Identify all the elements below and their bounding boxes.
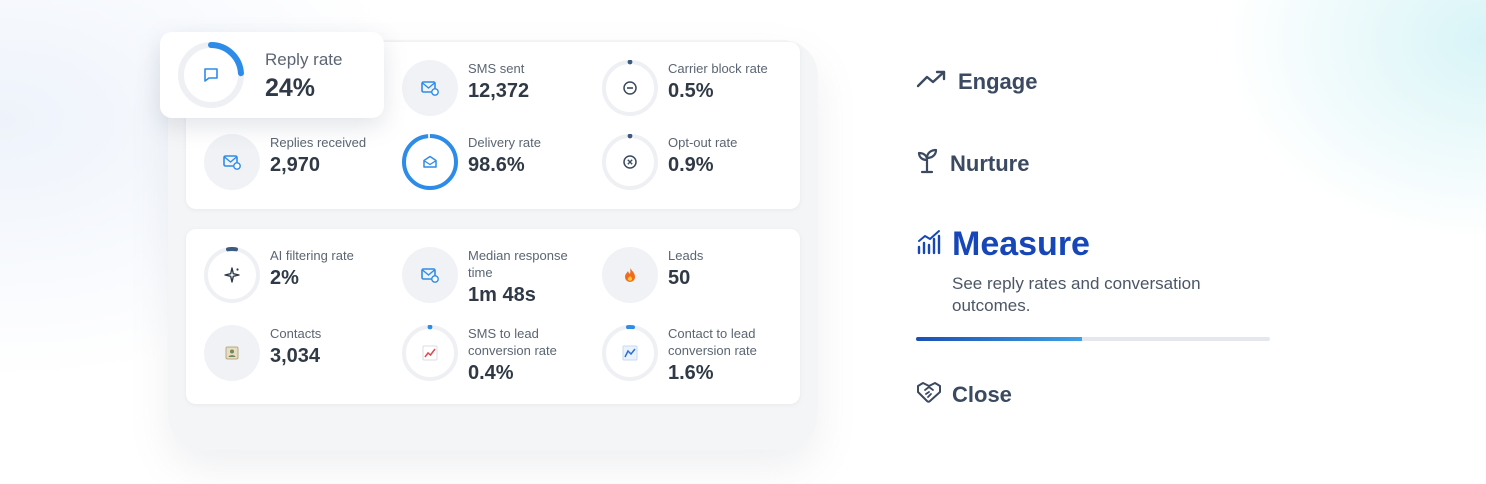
step-progress-fill (916, 337, 1083, 341)
delivery-rate-ring (402, 134, 458, 190)
metric-delivery-rate: Delivery rate 98.6% (402, 134, 541, 190)
metric-median-response-time: Median response time 1m 48s (402, 247, 588, 307)
ai-filtering-rate-ring (204, 247, 260, 303)
metric-label: SMS sent (468, 61, 525, 76)
metric-ai-filtering-rate: AI filtering rate 2% (204, 247, 354, 303)
reply-rate-progress-arc (178, 42, 244, 108)
metric-value: 50 (668, 267, 691, 289)
metric-value: 12,372 (468, 80, 530, 102)
envelope-badge-icon (221, 151, 243, 173)
metric-label: Carrier block rate (668, 61, 768, 76)
opt-out-rate-ring (602, 134, 658, 190)
replies-received-icon-badge (204, 134, 260, 190)
bar-chart-icon (916, 229, 944, 260)
sms-sent-icon-badge (402, 60, 458, 116)
step-progress-bar (916, 337, 1270, 341)
metric-value: 2,970 (270, 154, 321, 176)
chart-up-red-icon (419, 342, 441, 364)
metric-opt-out-rate: Opt-out rate 0.9% (602, 134, 737, 190)
metric-value: 2% (270, 267, 299, 289)
metric-label: SMS to lead conversion rate (468, 326, 557, 358)
metrics-card-bottom: AI filtering rate 2% Median response tim… (186, 229, 800, 404)
reply-rate-card: Reply rate 24% (160, 32, 384, 118)
metric-label: Opt-out rate (668, 135, 738, 150)
contact-to-lead-conversion-rate-ring (602, 325, 658, 381)
metric-value: 1.6% (668, 362, 714, 384)
reply-rate-label: Reply rate (265, 50, 343, 69)
metric-leads: Leads 50 (602, 247, 703, 303)
contact-card-icon (221, 342, 243, 364)
metric-carrier-block-rate: Carrier block rate 0.5% (602, 60, 768, 116)
metric-sms-to-lead-conversion-rate: SMS to lead conversion rate 0.4% (402, 325, 588, 385)
metric-value: 0.9% (668, 154, 714, 176)
metric-value: 3,034 (270, 345, 321, 367)
step-nurture[interactable]: Nurture (916, 148, 1029, 179)
metric-value: 1m 48s (468, 284, 536, 306)
metric-value: 0.5% (668, 80, 714, 102)
median-response-time-icon-badge (402, 247, 458, 303)
delivery-rate-progress-arc (402, 134, 458, 190)
fire-icon (619, 264, 641, 286)
metric-label: Leads (668, 248, 704, 263)
reply-rate-value: 24% (265, 74, 316, 102)
step-engage[interactable]: Engage (916, 68, 1037, 95)
metric-label: Contacts (270, 326, 322, 341)
handshake-icon (916, 380, 942, 409)
chat-bubble-icon (200, 64, 222, 86)
envelope-badge-icon (419, 264, 441, 286)
sparkle-icon (221, 264, 243, 286)
step-measure-description: See reply rates and conversation outcome… (952, 274, 1201, 315)
carrier-block-rate-ring (602, 60, 658, 116)
chart-up-blue-icon (619, 342, 641, 364)
reply-rate-ring (178, 42, 244, 108)
block-icon (619, 77, 641, 99)
leads-icon-badge (602, 247, 658, 303)
metric-label: Contact to lead conversion rate (668, 326, 757, 358)
metric-contacts: Contacts 3,034 (204, 325, 321, 381)
step-measure-label: Measure (952, 225, 1090, 263)
sprout-icon (916, 148, 940, 179)
envelope-badge-icon (419, 77, 441, 99)
metric-replies-received: Replies received 2,970 (204, 134, 366, 190)
metric-label: Median response time (468, 248, 568, 280)
sms-to-lead-conversion-rate-ring (402, 325, 458, 381)
trend-up-icon (916, 68, 948, 95)
envelope-open-icon (419, 151, 441, 173)
contacts-icon-badge (204, 325, 260, 381)
metric-contact-to-lead-conversion-rate: Contact to lead conversion rate 1.6% (602, 325, 788, 385)
metric-label: Delivery rate (468, 135, 541, 150)
step-close[interactable]: Close (916, 380, 1012, 409)
metric-sms-sent: SMS sent 12,372 (402, 60, 529, 116)
metric-value: 98.6% (468, 154, 525, 176)
step-engage-label: Engage (958, 68, 1038, 94)
x-circle-icon (619, 151, 641, 173)
step-measure[interactable]: Measure (916, 225, 1090, 264)
metric-label: Replies received (270, 135, 367, 150)
metric-label: AI filtering rate (270, 248, 354, 263)
step-nurture-label: Nurture (950, 150, 1030, 176)
step-close-label: Close (952, 381, 1012, 407)
metric-value: 0.4% (468, 362, 514, 384)
